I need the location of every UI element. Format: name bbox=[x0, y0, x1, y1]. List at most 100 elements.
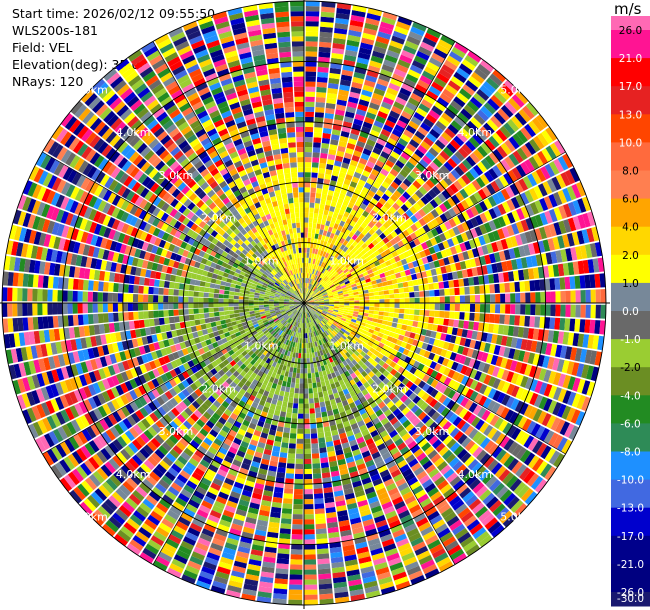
velocity-cell bbox=[248, 305, 254, 309]
velocity-cell bbox=[350, 253, 357, 260]
velocity-cell bbox=[321, 274, 327, 280]
velocity-cell bbox=[355, 259, 361, 265]
velocity-cell bbox=[278, 278, 283, 283]
velocity-cell bbox=[283, 167, 291, 174]
velocity-cell bbox=[515, 221, 525, 233]
velocity-cell bbox=[87, 291, 93, 302]
velocity-cell bbox=[133, 170, 144, 181]
velocity-cell bbox=[439, 296, 445, 303]
velocity-cell bbox=[143, 115, 156, 127]
velocity-cell bbox=[163, 317, 170, 325]
velocity-cell bbox=[72, 241, 81, 254]
velocity-cell bbox=[205, 276, 212, 283]
velocity-cell bbox=[220, 78, 233, 87]
velocity-cell bbox=[269, 281, 275, 286]
velocity-cell bbox=[402, 165, 412, 174]
velocity-cell bbox=[467, 249, 475, 259]
velocity-cell bbox=[124, 70, 139, 83]
velocity-cell bbox=[270, 212, 276, 219]
velocity-cell bbox=[305, 76, 316, 82]
velocity-cell bbox=[256, 241, 263, 248]
velocity-cell bbox=[293, 279, 297, 285]
velocity-cell bbox=[217, 68, 230, 77]
velocity-cell bbox=[395, 63, 409, 74]
velocity-cell bbox=[207, 77, 220, 87]
velocity-cell bbox=[305, 293, 309, 299]
velocity-cell bbox=[154, 33, 170, 45]
velocity-cell bbox=[188, 192, 198, 202]
velocity-cell bbox=[240, 130, 250, 139]
velocity-cell bbox=[60, 149, 72, 164]
velocity-cell bbox=[188, 308, 194, 315]
velocity-cell bbox=[388, 82, 401, 92]
velocity-cell bbox=[160, 72, 174, 83]
velocity-cell bbox=[27, 182, 38, 197]
velocity-cell bbox=[248, 300, 254, 303]
velocity-cell bbox=[259, 311, 265, 315]
velocity-cell bbox=[334, 272, 340, 278]
velocity-cell bbox=[253, 142, 263, 150]
velocity-cell bbox=[338, 193, 346, 200]
velocity-cell bbox=[500, 83, 514, 97]
velocity-cell bbox=[253, 259, 260, 265]
velocity-cell bbox=[282, 162, 290, 169]
velocity-cell bbox=[374, 299, 380, 303]
velocity-cell bbox=[344, 54, 357, 62]
velocity-cell bbox=[208, 242, 216, 250]
velocity-cell bbox=[373, 287, 379, 292]
velocity-cell bbox=[467, 182, 478, 194]
velocity-cell bbox=[299, 283, 302, 289]
velocity-cell bbox=[459, 261, 467, 270]
velocity-cell bbox=[117, 185, 127, 197]
velocity-cell bbox=[97, 248, 105, 259]
velocity-cell bbox=[175, 239, 183, 247]
velocity-cell bbox=[169, 160, 180, 171]
velocity-cell bbox=[307, 294, 311, 300]
velocity-cell bbox=[284, 299, 290, 302]
velocity-cell bbox=[340, 130, 350, 138]
velocity-cell bbox=[133, 58, 148, 70]
velocity-cell bbox=[316, 223, 321, 230]
velocity-cell bbox=[374, 295, 380, 300]
velocity-cell bbox=[270, 292, 276, 295]
velocity-cell bbox=[205, 198, 214, 207]
velocity-cell bbox=[360, 221, 368, 229]
velocity-cell bbox=[165, 215, 174, 225]
velocity-cell bbox=[461, 143, 473, 155]
velocity-cell bbox=[461, 59, 476, 71]
velocity-cell bbox=[267, 186, 274, 193]
velocity-cell bbox=[241, 221, 248, 229]
velocity-cell bbox=[102, 292, 108, 302]
velocity-cell bbox=[121, 128, 134, 141]
velocity-cell bbox=[418, 217, 427, 227]
velocity-cell bbox=[236, 42, 250, 50]
velocity-cell bbox=[545, 145, 557, 160]
velocity-cell bbox=[432, 157, 443, 168]
velocity-cell bbox=[437, 193, 447, 203]
velocity-cell bbox=[199, 281, 206, 287]
velocity-cell bbox=[231, 246, 238, 253]
velocity-cell bbox=[367, 269, 373, 275]
velocity-cell bbox=[202, 270, 209, 277]
velocity-cell bbox=[447, 158, 458, 169]
velocity-cell bbox=[365, 232, 372, 239]
velocity-cell bbox=[421, 242, 429, 250]
velocity-cell bbox=[318, 295, 324, 299]
velocity-cell bbox=[579, 275, 586, 289]
velocity-cell bbox=[102, 344, 110, 356]
velocity-cell bbox=[308, 298, 314, 301]
velocity-cell bbox=[270, 175, 278, 182]
velocity-cell bbox=[320, 279, 325, 285]
velocity-cell bbox=[276, 21, 290, 28]
velocity-cell bbox=[367, 190, 376, 198]
velocity-cell bbox=[383, 290, 390, 295]
velocity-cell bbox=[433, 244, 441, 253]
velocity-cell bbox=[322, 188, 329, 195]
velocity-cell bbox=[119, 243, 127, 254]
velocity-cell bbox=[140, 91, 154, 103]
velocity-cell bbox=[158, 310, 164, 318]
velocity-cell bbox=[344, 270, 351, 276]
velocity-cell bbox=[211, 214, 219, 222]
velocity-cell bbox=[183, 129, 195, 140]
velocity-cell bbox=[321, 280, 326, 286]
